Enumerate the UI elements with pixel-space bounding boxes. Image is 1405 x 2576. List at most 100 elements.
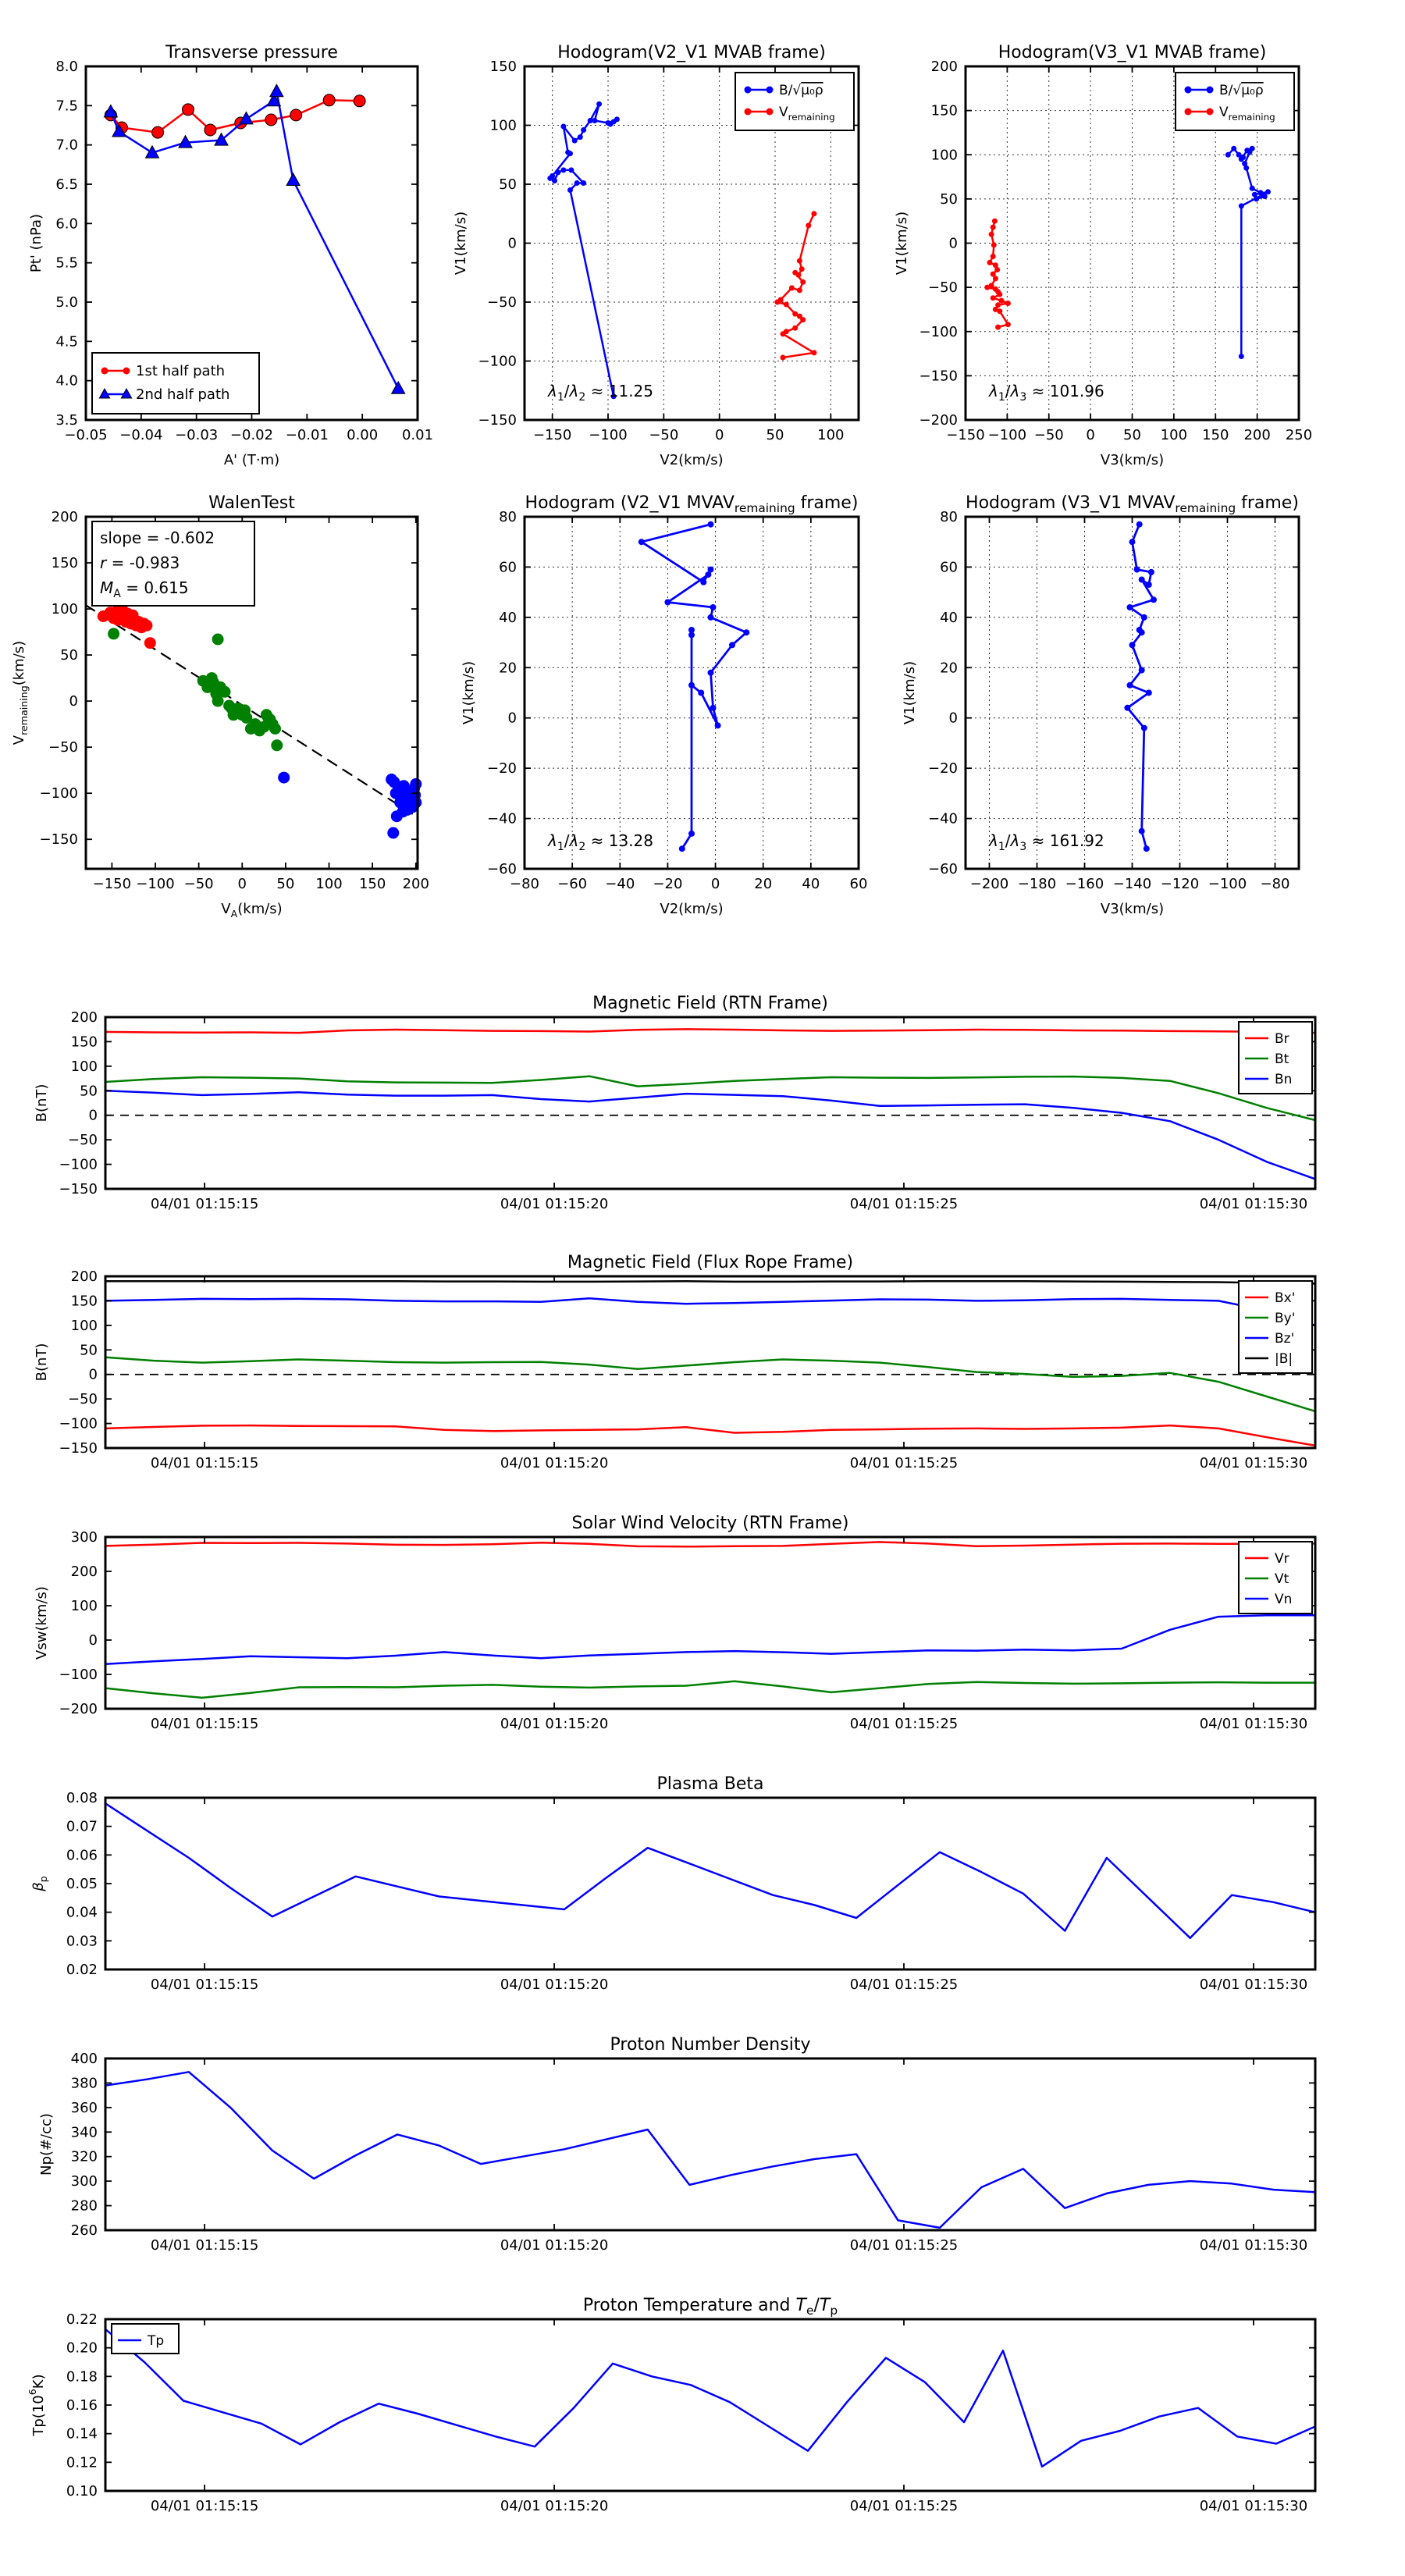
transverse-pressure-xlabel: A' (T·m) xyxy=(224,452,279,468)
transverse-pressure-ytick-label: 6.0 xyxy=(55,215,78,232)
walen-test-xtick-label: 0 xyxy=(238,876,247,892)
plasma-beta-xtick-label: 04/01 01:15:30 xyxy=(1200,1976,1307,1993)
hodogram-v2v1-mvab-legend: B/√μ₀ρ Vremaining xyxy=(735,72,855,131)
walen-test-title: WalenTest xyxy=(208,493,295,513)
magnetic-field-fluxrope-legend-label: By' xyxy=(1275,1311,1295,1326)
walen-test-spines xyxy=(84,515,419,870)
walen-test-xtick-label: 50 xyxy=(276,876,294,892)
magnetic-field-fluxrope-series-bz-prime xyxy=(104,1297,1317,1327)
proton-number-density-xtick-label: 04/01 01:15:15 xyxy=(151,2237,258,2254)
transverse-pressure-xtick-label: −0.05 xyxy=(64,427,107,443)
proton-temperature-series-tp xyxy=(104,2328,1317,2468)
walen-test-ytick-label: 50 xyxy=(60,647,78,664)
hodogram-v3v1-mvab-xtick-label: 100 xyxy=(1161,427,1187,443)
hodogram-v3v1-mvab-ytick-label: 0 xyxy=(949,236,958,252)
walen-test-xtick-label: 150 xyxy=(359,876,386,892)
plasma-beta-series-beta-p xyxy=(104,1802,1317,1939)
proton-number-density-ytick-label: 360 xyxy=(71,2100,98,2116)
transverse-pressure-legend: 1st half path 2nd half path xyxy=(91,352,260,415)
hodogram-v3v1-mvab-xtick-label: 150 xyxy=(1202,427,1229,443)
proton-number-density-spines xyxy=(104,2057,1317,2232)
plasma-beta-ytick-label: 0.03 xyxy=(66,1933,98,1949)
hodogram-v3v1-mvab-series-v-remaining xyxy=(984,218,1011,330)
proton-number-density-ytick-label: 260 xyxy=(71,2222,98,2239)
walen-test-xtick-label: −50 xyxy=(184,876,214,892)
walen-test-series-fit-line xyxy=(84,604,419,818)
solar-wind-velocity-legend: Vr Vt Vn xyxy=(1238,1541,1313,1614)
magnetic-field-fluxrope-plot-area xyxy=(105,1276,1315,1448)
hodogram-v3v1-mvab-annotation: λ1/λ3 ≈ 101.96 xyxy=(988,382,1104,404)
proton-number-density-ticks: 04/01 01:15:15 04/01 01:15:20 04/01 01:15:… xyxy=(71,2051,1315,2254)
hodogram-v3v1-mvab-xtick-label: 250 xyxy=(1286,427,1312,443)
magnetic-field-rtn-legend-label: Br xyxy=(1275,1031,1289,1047)
hodogram-v2v1-mvab: −150 −100 −50 0 50 100 −150 −100 −50 0 50 100 150 Hod… xyxy=(453,43,860,468)
transverse-pressure-ytick-label: 8.0 xyxy=(55,59,78,75)
magnetic-field-fluxrope-spines xyxy=(104,1275,1317,1450)
solar-wind-velocity-xtick-label: 04/01 01:15:25 xyxy=(850,1716,958,1732)
hodogram-v2v1-mvav-ytick-label: −20 xyxy=(487,760,517,777)
transverse-pressure-ytick-label: 5.0 xyxy=(55,294,78,311)
hodogram-v2v1-mvav-series-v-trajectory xyxy=(638,521,750,852)
magnetic-field-rtn-ytick-label: 50 xyxy=(80,1083,98,1099)
magnetic-field-rtn-xtick-label: 04/01 01:15:30 xyxy=(1200,1196,1307,1212)
hodogram-v3v1-mvav-ticks: −200 −180 −160 −140 −120 −100 −80−60−40−200204… xyxy=(928,509,1299,892)
magnetic-field-rtn-ylabel: B(nT) xyxy=(34,1084,50,1123)
hodogram-v2v1-mvab-annotation: λ1/λ2 ≈ 11.25 xyxy=(547,382,653,404)
hodogram-v2v1-mvav-xtick-label: −60 xyxy=(557,876,587,892)
magnetic-field-rtn-series-bt xyxy=(104,1075,1317,1122)
hodogram-v2v1-mvav-xtick-label: 60 xyxy=(850,876,868,892)
plasma-beta-ytick-label: 0.02 xyxy=(66,1962,98,1978)
solar-wind-velocity-legend-label: Vn xyxy=(1275,1592,1292,1607)
walen-test-series-second-half-dots xyxy=(278,771,422,839)
hodogram-v2v1-mvab-xtick-label: −50 xyxy=(649,427,678,443)
transverse-pressure-xtick-label: 0.00 xyxy=(347,427,378,443)
magnetic-field-rtn-ytick-label: −100 xyxy=(59,1157,98,1173)
hodogram-v2v1-mvab-xtick-label: 0 xyxy=(715,427,724,443)
hodogram-v2v1-mvab-xtick-label: −150 xyxy=(533,427,571,443)
hodogram-v2v1-mvav-ytick-label: 0 xyxy=(508,710,517,727)
hodogram-v2v1-mvav-xtick-label: 40 xyxy=(802,876,820,892)
proton-temperature-title: Proton Temperature and Te/Tp xyxy=(583,2296,838,2318)
hodogram-v2v1-mvav-ylabel: V1(km/s) xyxy=(461,661,477,724)
plasma-beta-ylabel: βp xyxy=(30,1876,49,1892)
magnetic-field-rtn-xtick-label: 04/01 01:15:20 xyxy=(500,1196,608,1212)
solar-wind-velocity-ticks: 04/01 01:15:15 04/01 01:15:20 04/01 01:15:… xyxy=(59,1529,1315,1732)
proton-number-density-ytick-label: 320 xyxy=(71,2149,98,2165)
proton-temperature-legend: Tp xyxy=(111,2323,180,2354)
hodogram-v3v1-mvav-series-v-trajectory xyxy=(1124,521,1157,852)
hodogram-v3v1-mvav-xtick-label: −100 xyxy=(1208,876,1247,892)
walen-test-xtick-label: −100 xyxy=(136,876,174,892)
walen-test-ytick-label: 150 xyxy=(52,555,78,571)
solar-wind-velocity-ytick-label: 0 xyxy=(89,1632,98,1649)
magnetic-field-fluxrope-xtick-label: 04/01 01:15:30 xyxy=(1200,1455,1307,1471)
solar-wind-velocity-ytick-label: 100 xyxy=(71,1598,98,1614)
hodogram-v3v1-mvab-legend-label: Vremaining xyxy=(1219,105,1275,123)
hodogram-v3v1-mvab-xtick-label: 200 xyxy=(1243,427,1270,443)
hodogram-v2v1-mvav-xlabel: V2(km/s) xyxy=(660,901,723,917)
proton-number-density-xtick-label: 04/01 01:15:20 xyxy=(500,2237,608,2254)
walen-test-series-first-half-dots xyxy=(97,603,156,649)
transverse-pressure-legend-label: 1st half path xyxy=(136,363,225,379)
proton-number-density-ytick-label: 340 xyxy=(71,2124,98,2140)
magnetic-field-rtn-plot-area xyxy=(105,1017,1315,1189)
hodogram-v2v1-mvab-ytick-label: 0 xyxy=(508,236,517,252)
magnetic-field-rtn-series-br xyxy=(104,1028,1317,1034)
proton-temperature-ylabel: Tp(106K) xyxy=(27,2374,47,2436)
plasma-beta-title: Plasma Beta xyxy=(657,1774,764,1794)
hodogram-v3v1-mvav: −200 −180 −160 −140 −120 −100 −80−60−40−200204… xyxy=(902,493,1300,917)
magnetic-field-rtn-ytick-label: 200 xyxy=(71,1009,98,1026)
magnetic-field-rtn-ytick-label: 150 xyxy=(71,1034,98,1050)
transverse-pressure-xtick-label: −0.02 xyxy=(230,427,273,443)
hodogram-v2v1-mvab-ytick-label: 100 xyxy=(490,118,517,134)
walen-test-ytick-label: −100 xyxy=(40,785,78,802)
hodogram-v3v1-mvav-ylabel: V1(km/s) xyxy=(902,661,918,724)
proton-number-density-ytick-label: 280 xyxy=(71,2198,98,2215)
walen-test-ytick-label: 100 xyxy=(52,601,78,617)
magnetic-field-fluxrope-ytick-label: 0 xyxy=(89,1367,98,1383)
proton-number-density-series-np xyxy=(104,2071,1317,2229)
plasma-beta-ytick-label: 0.06 xyxy=(66,1847,98,1863)
hodogram-v3v1-mvab-legend-label: B/√μ₀ρ xyxy=(1219,83,1264,98)
magnetic-field-rtn-legend-label: Bn xyxy=(1275,1072,1292,1087)
